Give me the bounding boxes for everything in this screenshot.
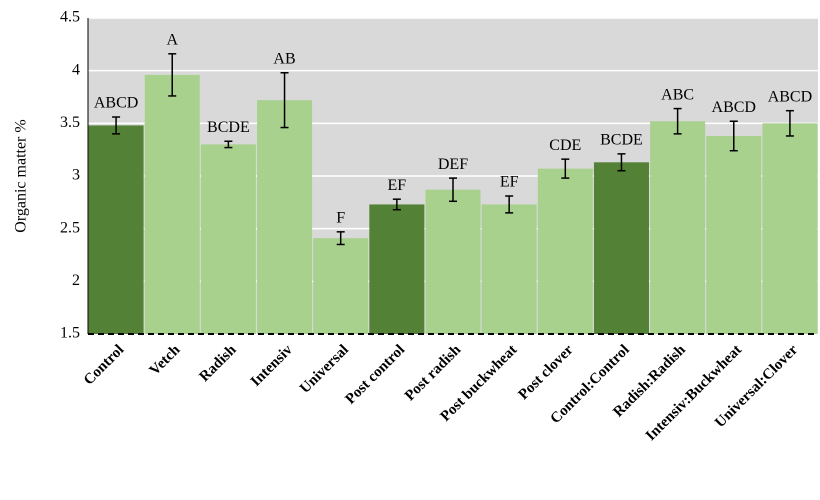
bar — [650, 121, 706, 334]
error-bar — [729, 120, 738, 152]
error-bar — [224, 140, 233, 149]
bar — [425, 189, 481, 334]
letter-label: DEF — [438, 156, 468, 173]
error-bar — [280, 72, 289, 129]
x-tick-label: Post clover — [515, 342, 576, 403]
bar — [144, 74, 200, 334]
letter-label: ABCD — [768, 88, 812, 105]
error-bar — [392, 198, 401, 211]
error-bar — [617, 153, 626, 172]
letter-label: EF — [500, 174, 519, 191]
x-tick-label: Control — [81, 342, 127, 388]
letter-label: BCDE — [207, 119, 250, 136]
letter-label: CDE — [549, 137, 581, 154]
error-bar — [505, 195, 514, 214]
bar — [257, 100, 313, 334]
y-tick-label: 4 — [72, 61, 80, 78]
bar — [313, 238, 369, 334]
y-tick-label: 1.5 — [60, 325, 80, 342]
error-bar — [449, 177, 457, 203]
y-tick-label: 3 — [72, 167, 80, 184]
letter-label: A — [166, 31, 178, 48]
y-axis-title: Organic matter % — [13, 119, 30, 232]
letter-label: BCDE — [600, 132, 643, 149]
x-tick-label: Universal — [297, 342, 352, 397]
bar — [762, 123, 818, 334]
x-tick-label: Intensiv:Buckwheat — [643, 342, 745, 444]
letter-label: ABCD — [94, 95, 138, 112]
bar — [88, 125, 144, 334]
x-tick-label: Post control — [342, 342, 408, 408]
error-bar — [336, 231, 345, 246]
y-tick-label: 3.5 — [60, 114, 80, 131]
letter-label: AB — [273, 50, 295, 67]
x-tick-label: Radish — [196, 341, 240, 385]
bar — [593, 162, 649, 334]
letter-label: ABC — [661, 86, 694, 103]
letter-label: F — [336, 209, 345, 226]
y-tick-label: 4.5 — [60, 9, 80, 26]
y-tick-label: 2.5 — [60, 219, 80, 236]
bar — [537, 168, 593, 334]
x-tick-label: Vetch — [147, 341, 184, 378]
letter-label: ABCD — [712, 99, 756, 116]
error-bar — [785, 109, 794, 137]
y-tick-label: 2 — [72, 272, 80, 289]
bar — [481, 204, 537, 334]
bar — [706, 135, 762, 334]
error-bar — [168, 53, 177, 97]
bar — [369, 204, 425, 334]
error-bar — [561, 158, 570, 179]
error-bar — [673, 107, 682, 135]
letter-label: EF — [388, 177, 407, 194]
bar — [200, 144, 256, 334]
error-bar — [112, 116, 121, 135]
x-tick-label: Intensiv — [248, 342, 296, 390]
